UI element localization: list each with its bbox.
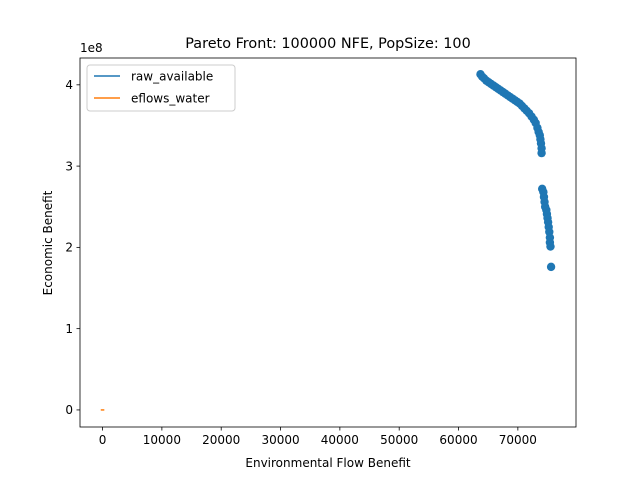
scatter-point-45 — [546, 242, 555, 251]
x-tick-label-0: 0 — [99, 433, 107, 447]
x-tick-label-1: 10000 — [143, 433, 181, 447]
scatter-point-46 — [546, 262, 556, 272]
plot-area — [100, 70, 556, 411]
x-tick-label-3: 30000 — [261, 433, 299, 447]
y-tick-label-2: 2 — [65, 241, 73, 255]
axes-frame — [79, 57, 577, 428]
axes: 0 10000 20000 30000 40000 50000 60000 70000 0 1 2 3… — [65, 57, 577, 447]
x-tick-label-5: 50000 — [380, 433, 418, 447]
x-axis-label: Environmental Flow Benefit — [245, 456, 410, 470]
y-tick-label-3: 3 — [65, 159, 73, 173]
x-tick-label-7: 70000 — [499, 433, 537, 447]
x-tick-label-2: 20000 — [202, 433, 240, 447]
y-tick-label-0: 0 — [65, 403, 73, 417]
y-tick-label-4: 4 — [65, 78, 73, 92]
x-tick-label-6: 60000 — [439, 433, 477, 447]
y-offset-label: 1e8 — [80, 41, 103, 55]
y-axis-label: Economic Benefit — [41, 190, 55, 295]
x-tick-label-4: 40000 — [321, 433, 359, 447]
chart-title: Pareto Front: 100000 NFE, PopSize: 100 — [185, 36, 470, 52]
legend-label-eflows_water: eflows_water — [131, 91, 210, 105]
y-tick-label-1: 1 — [65, 322, 73, 336]
scatter-point-31 — [537, 148, 546, 158]
legend-label-raw_available: raw_available — [131, 69, 213, 83]
legend-box — [86, 64, 236, 112]
legend: raw_available eflows_water — [86, 64, 236, 112]
